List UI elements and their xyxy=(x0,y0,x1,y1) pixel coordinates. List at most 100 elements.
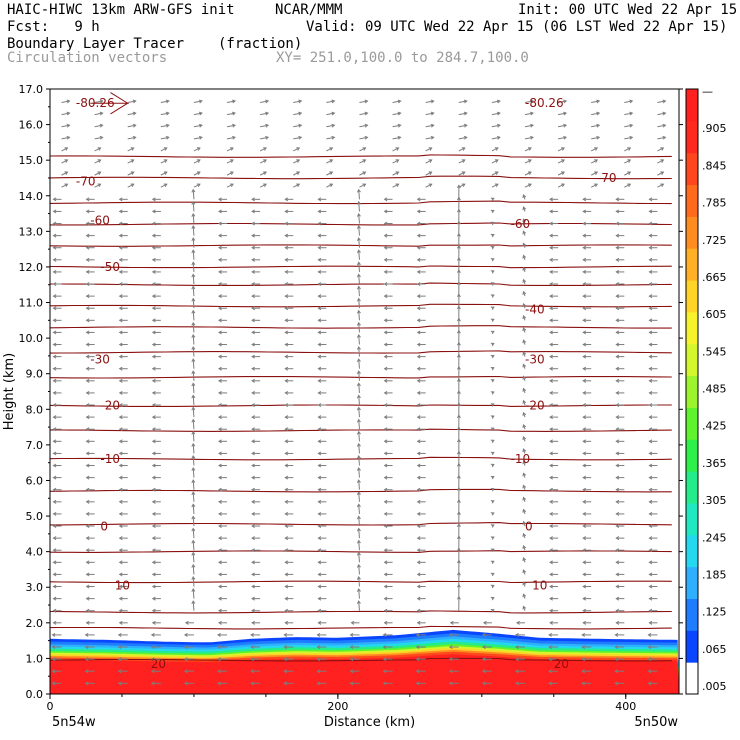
vector-arrowhead xyxy=(196,183,201,188)
vector-arrowhead xyxy=(660,159,665,163)
vector-arrow xyxy=(192,201,195,212)
vector-arrowhead xyxy=(383,342,388,347)
vector-arrowhead xyxy=(85,511,90,516)
vector-arrow xyxy=(358,225,360,236)
vector-arrowhead xyxy=(490,488,495,492)
vector-arrowhead xyxy=(463,99,468,104)
vector-arrowhead xyxy=(117,632,122,637)
vector-arrowhead xyxy=(284,342,289,347)
vector-arrowhead xyxy=(648,487,653,492)
vector-arrowhead xyxy=(218,584,222,589)
vector-arrowhead xyxy=(356,212,361,217)
vector-arrowhead xyxy=(548,669,552,674)
y-tick-label: 16.0 xyxy=(19,119,44,132)
vector-arrowhead xyxy=(356,588,361,592)
vector-arrowhead xyxy=(283,669,288,674)
vector-arrowhead xyxy=(284,620,289,625)
vector-arrowhead xyxy=(230,183,234,188)
vector-arrowhead xyxy=(522,339,527,344)
vector-arrowhead xyxy=(382,657,387,662)
vector-arrowhead xyxy=(490,524,495,528)
vector-arrowhead xyxy=(151,233,156,238)
vector-arrow xyxy=(192,346,195,357)
vector-arrowhead xyxy=(263,147,267,151)
vector-arrowhead xyxy=(430,123,435,128)
vector-arrow xyxy=(491,147,499,152)
vector-arrowhead xyxy=(130,147,135,151)
vector-arrowhead xyxy=(251,487,255,492)
vector-arrowhead xyxy=(648,475,653,480)
vector-arrowhead xyxy=(132,135,137,140)
vector-arrowhead xyxy=(356,430,361,435)
vector-arrowhead xyxy=(151,548,156,553)
vector-arrowhead xyxy=(356,249,361,254)
vector-arrowhead xyxy=(52,342,57,347)
vector-arrowhead xyxy=(582,318,587,323)
vector-arrowhead xyxy=(416,620,421,625)
vector-arrow xyxy=(358,346,360,357)
vector-arrow xyxy=(326,136,335,140)
vector-arrowhead xyxy=(522,206,527,211)
vector-arrow xyxy=(94,136,103,140)
vector-arrowhead xyxy=(97,159,102,163)
vector-arrowhead xyxy=(416,415,421,420)
vector-arrowhead xyxy=(494,183,499,188)
vector-arrowhead xyxy=(416,524,421,529)
vector-arrow xyxy=(358,455,360,466)
vector-arrow xyxy=(192,407,195,418)
vector-arrowhead xyxy=(383,620,388,625)
vector-arrowhead xyxy=(251,390,255,395)
vector-arrowhead xyxy=(549,209,553,214)
vector-arrowhead xyxy=(383,233,388,238)
vector-arrowhead xyxy=(251,294,255,299)
vector-arrowhead xyxy=(522,581,527,586)
vector-arrowhead xyxy=(298,135,303,140)
vector-arrowhead xyxy=(614,645,619,650)
contour-line-1 xyxy=(49,625,672,630)
header-line1-left: HAIC-HIWC 13km ARW-GFS init xyxy=(7,2,235,18)
vector-arrowhead xyxy=(84,681,89,686)
vector-arrowhead xyxy=(627,171,632,175)
vector-arrowhead xyxy=(582,294,587,299)
vector-arrow xyxy=(226,147,234,152)
colorbar-label: .005 xyxy=(702,680,727,693)
vector-arrowhead xyxy=(52,439,57,444)
vector-arrowhead xyxy=(284,221,289,226)
vector-arrow xyxy=(127,136,136,140)
vector-arrowhead xyxy=(251,354,255,359)
vector-arrowhead xyxy=(118,294,123,299)
vector-arrowhead xyxy=(549,257,553,262)
vector-arrowhead xyxy=(196,171,201,175)
vector-arrow xyxy=(392,136,401,140)
vector-arrowhead xyxy=(284,584,289,589)
vector-arrowhead xyxy=(463,123,468,128)
vector-arrow xyxy=(425,136,434,140)
vector-arrowhead xyxy=(151,403,156,408)
vector-arrowhead xyxy=(416,330,421,335)
vector-arrowhead xyxy=(250,681,254,686)
vector-arrowhead xyxy=(151,366,156,371)
vector-arrowhead xyxy=(284,245,289,250)
vector-arrowhead xyxy=(582,427,587,432)
vector-arrowhead xyxy=(151,318,156,323)
vector-arrowhead xyxy=(52,306,57,311)
vector-arrow xyxy=(160,183,168,188)
vector-arrowhead xyxy=(647,645,652,650)
vector-arrow xyxy=(326,147,333,152)
reference-vector-arrow xyxy=(90,92,130,115)
vector-arrowhead xyxy=(51,632,56,637)
vector-arrowhead xyxy=(549,233,553,238)
vector-arrowhead xyxy=(251,403,255,408)
vector-arrow xyxy=(425,124,434,128)
vector-arrowhead xyxy=(582,378,587,383)
vector-arrowhead xyxy=(52,282,57,287)
vector-arrow xyxy=(293,124,302,128)
vector-arrowhead xyxy=(251,499,255,504)
vector-arrowhead xyxy=(317,511,322,516)
vector-arrowhead xyxy=(383,257,388,262)
vector-arrowhead xyxy=(356,479,361,484)
vector-arrow xyxy=(192,576,195,587)
vector-arrowhead xyxy=(85,306,90,311)
colorbar-label: — xyxy=(702,85,713,98)
vector-arrowhead xyxy=(416,221,421,226)
